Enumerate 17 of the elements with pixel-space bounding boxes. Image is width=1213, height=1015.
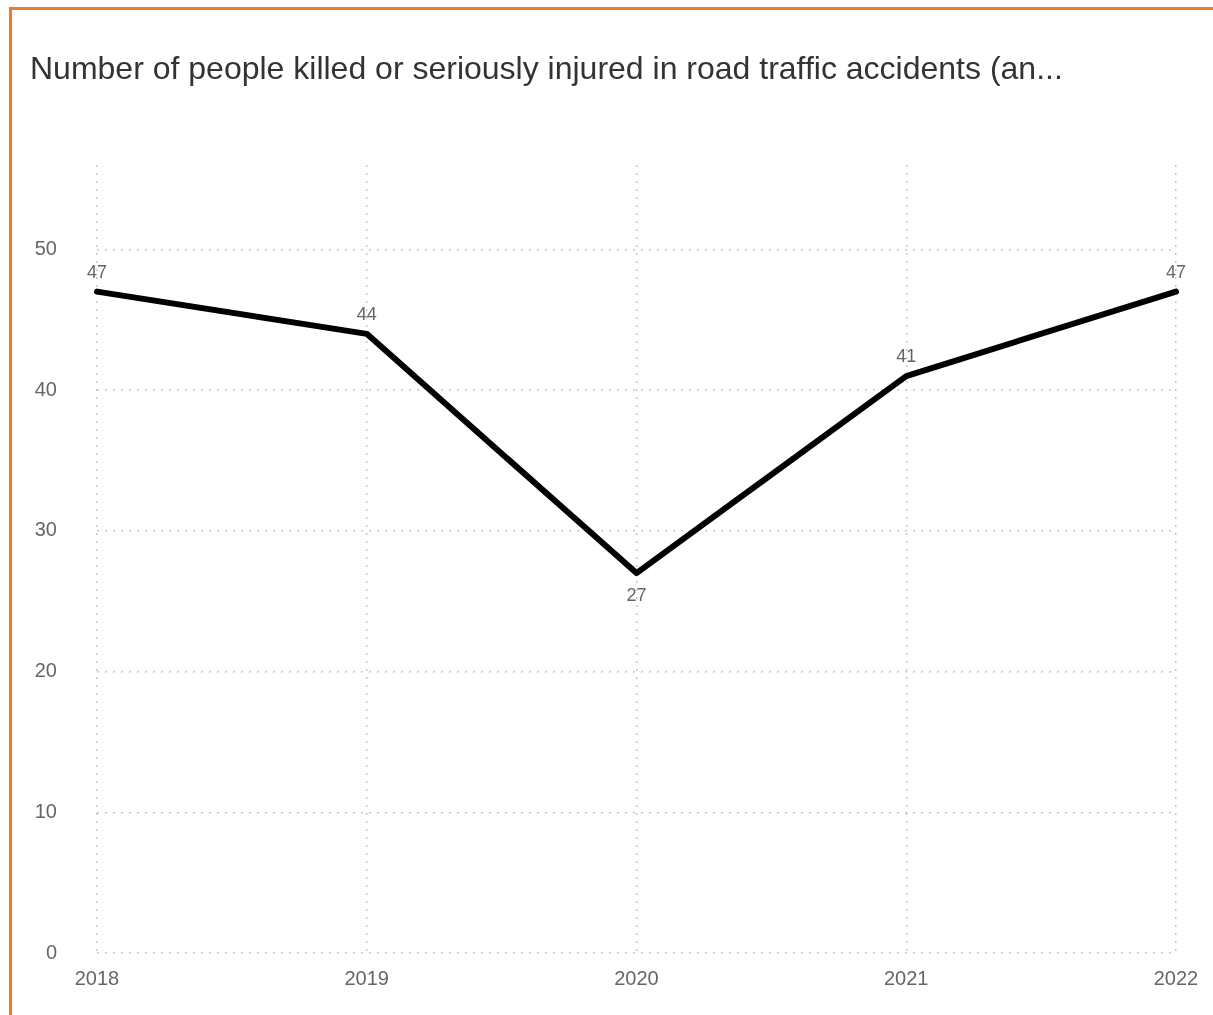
x-tick-label: 2022 [1153,966,1199,989]
x-tick-label: 2018 [74,966,120,989]
x-tick-label: 2021 [884,966,929,989]
y-tick-label: 20 [34,659,57,682]
x-tick-label: 2019 [344,966,389,989]
data-label: 27 [626,585,647,606]
y-tick-label: 0 [45,940,57,963]
data-label: 44 [356,303,377,324]
data-label: 47 [1165,261,1187,282]
x-tick-label: 2020 [614,966,659,989]
data-label: 47 [86,261,108,282]
chart-title: Number of people killed or seriously injured in road traffic accidents (an... [30,50,1063,87]
data-label: 41 [896,346,917,367]
y-tick-label: 10 [34,799,57,822]
y-tick-label: 30 [34,518,57,541]
y-tick-label: 50 [34,236,57,259]
y-tick-label: 40 [34,377,57,400]
